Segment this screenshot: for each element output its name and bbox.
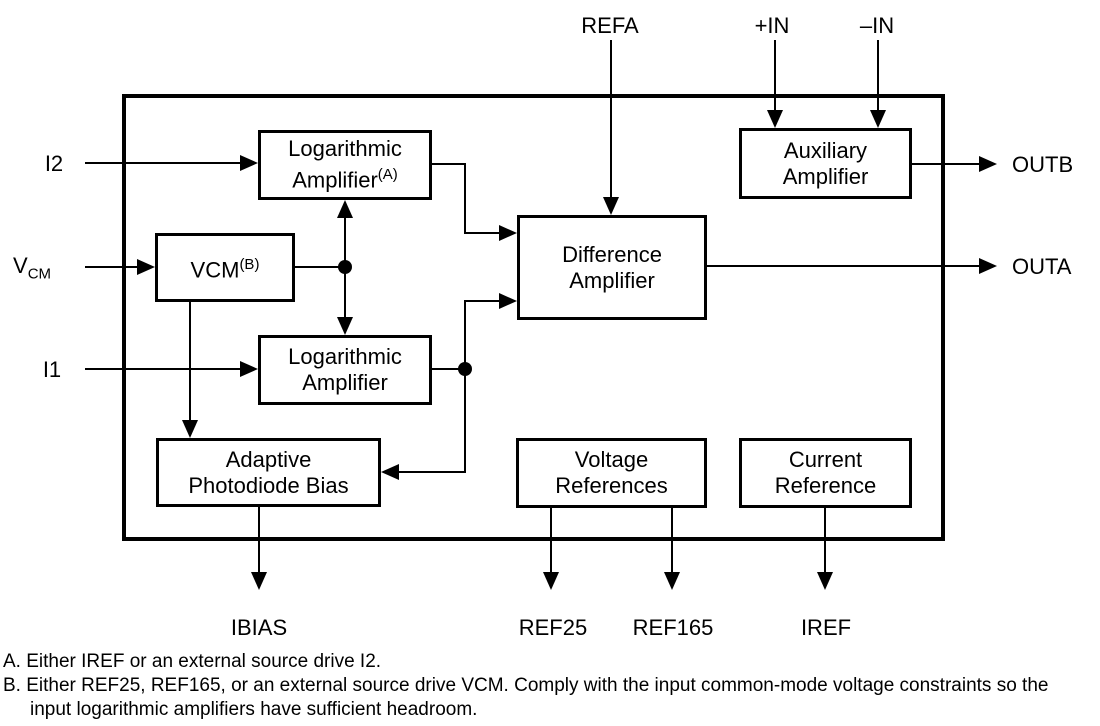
- block-label: Amplifier: [782, 163, 869, 189]
- block-label: Amplifier: [292, 167, 378, 193]
- block-label: Logarithmic: [288, 344, 402, 369]
- footnote-a: A. Either IREF or an external source dri…: [3, 651, 382, 672]
- arrow-right-icon: [979, 156, 997, 172]
- footnote-b-line2: input logarithmic amplifiers have suffic…: [30, 699, 478, 720]
- arrow-up-icon: [337, 200, 353, 218]
- block-vcm: VCM(B): [155, 233, 295, 302]
- wire-logamp-out-h: [432, 368, 466, 370]
- pin-label-plus-in: +IN: [754, 13, 790, 38]
- block-label: VCM: [190, 257, 240, 283]
- pin-label-outb: OUTB: [1012, 152, 1074, 177]
- block-difference-amplifier: Difference Amplifier: [517, 215, 707, 320]
- wire-ibias: [258, 507, 260, 572]
- wire-diff-input-lower: [464, 300, 501, 302]
- junction-dot: [338, 260, 352, 274]
- wire-minus-in: [877, 40, 879, 112]
- pin-label-refa: REFA: [581, 13, 639, 38]
- block-current-reference: Current Reference: [739, 438, 912, 508]
- block-label: Reference: [774, 473, 877, 498]
- wire-bias-input: [399, 471, 465, 473]
- wire-vcm-in: [85, 266, 139, 268]
- wire-logamp-out-v: [464, 300, 466, 473]
- footnote-marker: (A): [377, 166, 398, 184]
- block-label: Adaptive: [225, 446, 312, 472]
- pin-label-iref: IREF: [800, 615, 852, 640]
- wire-ref25: [550, 508, 552, 572]
- block-label: Amplifier: [569, 267, 655, 293]
- pin-label-vcm-sub: CM: [27, 265, 52, 283]
- block-label: Auxiliary: [783, 137, 868, 163]
- footnotes: A. Either IREF or an external source dri…: [3, 650, 1048, 722]
- pin-label-outa: OUTA: [1012, 254, 1072, 279]
- wire-i2: [85, 162, 242, 164]
- wire-diff-input-upper: [464, 232, 501, 234]
- arrow-down-icon: [182, 420, 198, 438]
- junction-dot: [458, 362, 472, 376]
- arrow-right-icon: [979, 258, 997, 274]
- block-adaptive-photodiode-bias: Adaptive Photodiode Bias: [156, 438, 381, 507]
- footnote-marker: (B): [239, 255, 260, 273]
- wire-vcm-to-bias: [189, 302, 191, 422]
- wire-refa: [610, 40, 612, 197]
- wire-ref165: [671, 508, 673, 572]
- pin-label-i2: I2: [44, 151, 64, 176]
- arrow-right-icon: [240, 155, 258, 171]
- arrow-right-icon: [499, 293, 517, 309]
- block-voltage-references: Voltage References: [516, 438, 707, 508]
- wire-i1: [85, 368, 242, 370]
- pin-label-i1: I1: [42, 357, 62, 382]
- arrow-right-icon: [240, 361, 258, 377]
- chip-outline: [122, 94, 945, 541]
- pin-label-vcm-main: V: [13, 253, 28, 278]
- wire-plus-in: [774, 40, 776, 112]
- wire-logampa-out-h: [432, 163, 466, 165]
- block-label: Amplifier: [302, 370, 388, 395]
- block-label: Difference: [562, 241, 662, 267]
- wire-outa: [707, 265, 979, 267]
- block-label: Logarithmic: [288, 136, 402, 162]
- wire-iref: [824, 508, 826, 572]
- arrow-left-icon: [381, 464, 399, 480]
- arrow-down-icon: [337, 317, 353, 335]
- block-label: Photodiode Bias: [188, 472, 349, 498]
- block-label: Current: [788, 447, 863, 472]
- block-logarithmic-amplifier-a: Logarithmic Amplifier(A): [258, 130, 432, 200]
- arrow-right-icon: [137, 259, 155, 275]
- pin-label-minus-in: –IN: [859, 13, 895, 38]
- arrow-down-icon: [870, 110, 886, 128]
- arrow-down-icon: [543, 572, 559, 590]
- arrow-down-icon: [767, 110, 783, 128]
- block-auxiliary-amplifier: Auxiliary Amplifier: [739, 128, 912, 199]
- arrow-right-icon: [499, 225, 517, 241]
- pin-label-ref165: REF165: [632, 615, 714, 640]
- arrow-down-icon: [251, 572, 267, 590]
- wire-logampa-out-v: [464, 163, 466, 234]
- block-label: References: [555, 473, 668, 498]
- pin-label-ibias: IBIAS: [230, 615, 288, 640]
- arrow-down-icon: [817, 572, 833, 590]
- pin-label-ref25: REF25: [518, 615, 588, 640]
- wire-vcm-out: [295, 266, 346, 268]
- pin-label-vcm: VCM: [13, 253, 51, 282]
- wire-outb: [912, 163, 979, 165]
- footnote-b-line1: B. Either REF25, REF165, or an external …: [3, 675, 1049, 696]
- block-label: Voltage: [574, 447, 649, 472]
- arrow-down-icon: [664, 572, 680, 590]
- block-logarithmic-amplifier: Logarithmic Amplifier: [258, 335, 432, 405]
- arrow-down-icon: [603, 197, 619, 215]
